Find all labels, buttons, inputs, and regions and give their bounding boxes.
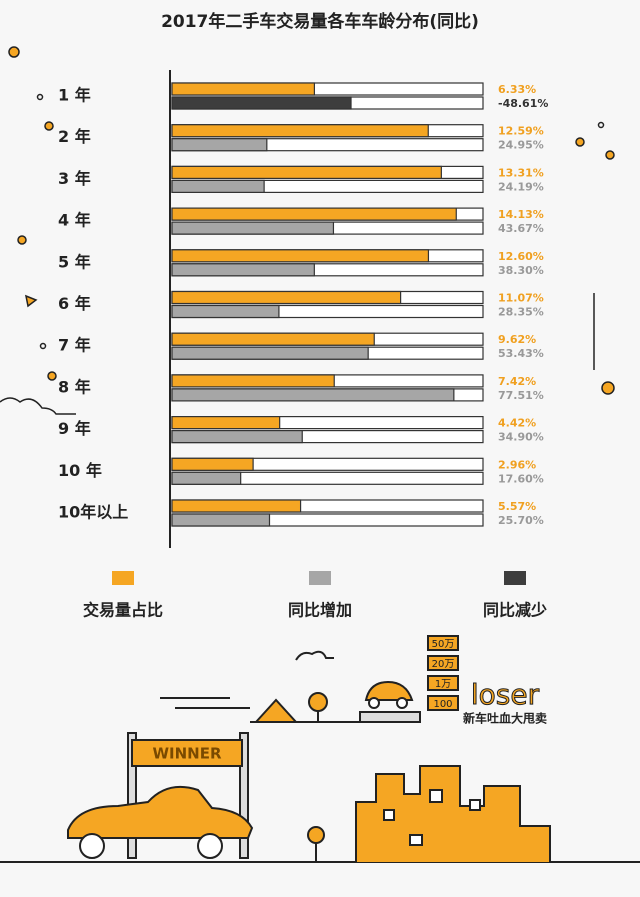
loser-text: loser — [471, 678, 540, 711]
legend: 交易量占比 同比增加 同比减少 — [83, 571, 547, 620]
price-sign: 20万 — [432, 659, 455, 670]
winner-sign: WINNER — [152, 745, 221, 763]
value-label: 17.60% — [498, 472, 544, 485]
price-sign: 1万 — [435, 679, 451, 690]
bar — [171, 96, 352, 110]
category-label: 1 年 — [58, 86, 91, 105]
bar — [171, 346, 369, 360]
value-label: 12.60% — [498, 250, 544, 263]
bar — [171, 499, 302, 513]
bar — [171, 221, 335, 235]
legend-swatch — [504, 571, 526, 585]
category-label: 5 年 — [58, 252, 91, 271]
bar — [171, 416, 281, 430]
value-label: 13.31% — [498, 166, 544, 179]
value-label: 4.42% — [498, 417, 536, 430]
value-label: 28.35% — [498, 306, 544, 319]
bar — [171, 388, 455, 402]
value-label: 25.70% — [498, 514, 544, 527]
value-label: 5.57% — [498, 500, 536, 513]
bar — [171, 124, 429, 138]
bar — [171, 138, 268, 152]
category-label: 8 年 — [58, 377, 91, 396]
category-label: 6 年 — [58, 294, 91, 313]
category-label: 10年以上 — [58, 503, 128, 522]
bar — [171, 263, 315, 277]
chart-title: 2017年二手车交易量各车车龄分布(同比) — [161, 11, 479, 32]
legend-swatch — [309, 571, 331, 585]
category-label: 9 年 — [58, 419, 91, 438]
value-label: 24.95% — [498, 139, 544, 152]
bar — [171, 430, 303, 444]
value-label: 34.90% — [498, 431, 544, 444]
legend-label: 交易量占比 — [83, 601, 163, 620]
value-label: 11.07% — [498, 292, 544, 305]
bar — [171, 332, 375, 346]
value-label: 7.42% — [498, 375, 536, 388]
value-label: 53.43% — [498, 347, 544, 360]
value-label: 38.30% — [498, 264, 544, 277]
bar — [171, 165, 442, 179]
category-label: 2 年 — [58, 127, 91, 146]
legend-label: 同比增加 — [288, 601, 352, 620]
bar — [171, 179, 265, 193]
legend-swatch — [112, 571, 134, 585]
bar — [171, 471, 242, 485]
category-label: 3 年 — [58, 169, 91, 188]
value-label: 12.59% — [498, 125, 544, 138]
price-sign: 50万 — [432, 639, 455, 650]
bar — [171, 513, 271, 527]
value-label: 9.62% — [498, 333, 536, 346]
value-label: 14.13% — [498, 208, 544, 221]
price-sign: 100 — [433, 699, 452, 710]
category-label: 7 年 — [58, 336, 91, 355]
bar — [171, 249, 430, 263]
value-label: -48.61% — [498, 97, 548, 110]
illustration — [0, 635, 640, 863]
bar — [171, 290, 402, 305]
bar — [171, 207, 457, 221]
slogan: 新车吐血大甩卖 — [463, 711, 547, 726]
value-label: 24.19% — [498, 180, 544, 193]
decorations — [0, 46, 615, 415]
bar — [171, 374, 335, 388]
bar — [171, 304, 280, 319]
category-label: 10 年 — [58, 461, 102, 480]
bar — [171, 82, 316, 96]
bar — [171, 457, 254, 471]
value-label: 43.67% — [498, 222, 544, 235]
value-label: 77.51% — [498, 389, 544, 402]
legend-label: 同比减少 — [483, 601, 547, 620]
category-label: 4 年 — [58, 211, 91, 230]
value-label: 6.33% — [498, 83, 536, 96]
value-label: 2.96% — [498, 458, 536, 471]
